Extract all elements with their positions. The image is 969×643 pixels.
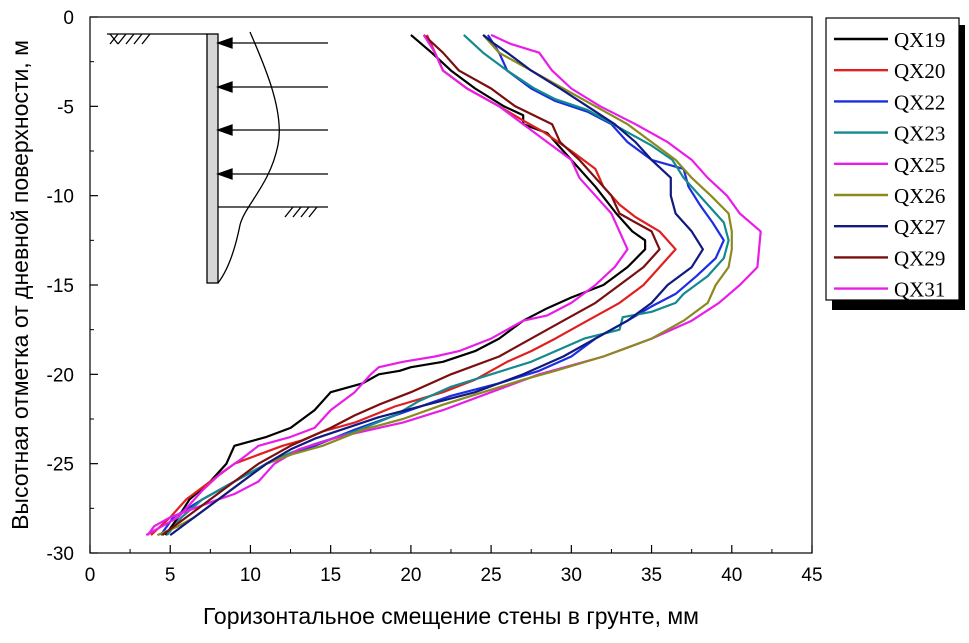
wall-section [206,33,219,284]
y-tick-label: -20 [47,365,74,386]
series-line-qx29 [161,34,661,536]
legend-label-qx20: QX20 [894,59,945,83]
series-layer [145,33,762,537]
y-axis-title: Высотная отметка от дневной поверхности,… [7,40,33,530]
legend-label-qx26: QX26 [894,184,945,208]
x-axis: 0 5 10 15 20 25 30 35 40 45 [85,545,823,586]
series-line-qx27 [169,34,705,536]
x-tick-label: 15 [320,565,341,586]
x-tick-label: 40 [721,565,742,586]
legend-label-qx31: QX31 [894,278,945,302]
ground-hatch-right [284,206,318,218]
legend-label-qx23: QX23 [894,122,945,146]
series-line-qx20 [150,34,677,536]
y-tick-label: -25 [47,455,74,476]
deflection-profile-curve [217,31,280,284]
series-line-qx19 [164,34,647,536]
legend-label-qx27: QX27 [894,215,945,239]
y-tick-label: -15 [47,276,74,297]
y-tick-label: -30 [47,544,74,565]
legend-box [825,17,960,301]
x-tick-label: 0 [85,565,96,586]
ground-hatch-left-mark [109,33,119,45]
x-tick-label: 10 [240,565,261,586]
x-tick-label: 25 [481,565,502,586]
x-tick-label: 30 [561,565,582,586]
series-line-qx31 [145,34,629,537]
retaining-wall-schematic [107,31,328,284]
x-tick-label: 5 [165,565,176,586]
series-line-qx26 [156,34,733,537]
legend-label-qx29: QX29 [894,246,945,270]
x-tick-label: 20 [400,565,421,586]
x-tick-label: 45 [801,565,822,586]
x-axis-title: Горизонтальное смещение стены в грунте, … [203,603,699,629]
load-arrows [216,37,328,180]
legend-label-qx25: QX25 [894,153,945,177]
y-tick-label: -5 [57,97,74,118]
y-tick-label: -10 [47,187,74,208]
legend-label-qx19: QX19 [894,28,945,52]
legend-items: QX19 QX20 QX22 QX23 QX25 QX26 QX27 QX29 QX31 [834,28,945,302]
y-axis: 0 -5 -10 -15 -20 -25 -30 [47,8,98,565]
x-tick-label: 35 [641,565,662,586]
y-tick-label: 0 [63,8,74,29]
legend: QX19 QX20 QX22 QX23 QX25 QX26 QX27 QX29 QX31 [825,17,965,310]
legend-label-qx22: QX22 [894,90,945,114]
plot-area [89,16,813,554]
